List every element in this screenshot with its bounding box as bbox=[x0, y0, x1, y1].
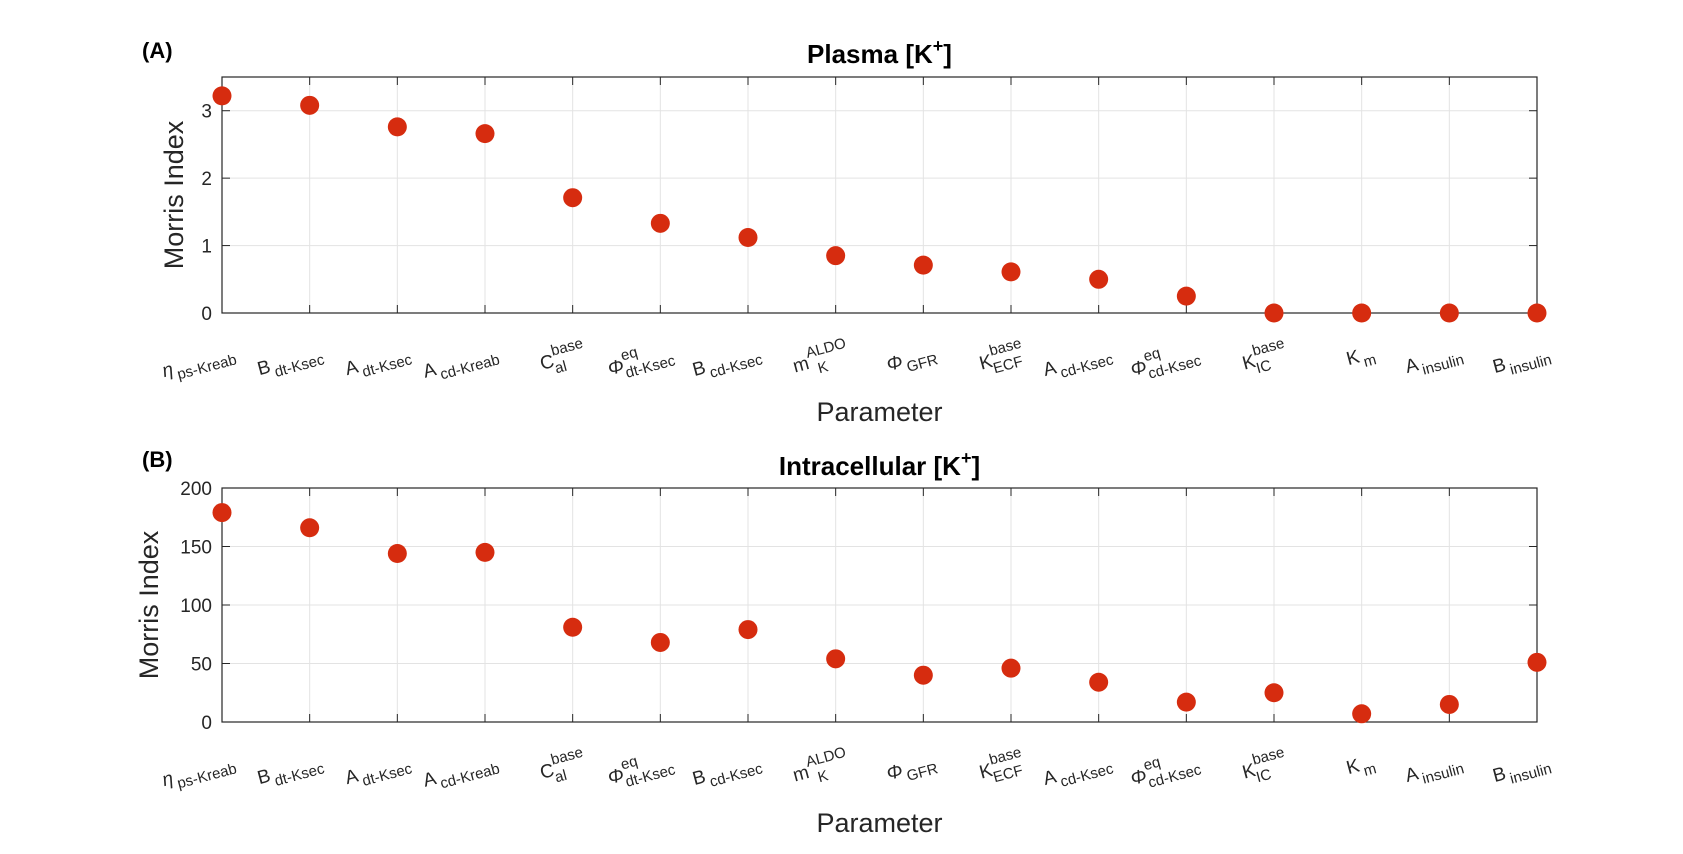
data-point bbox=[212, 503, 232, 523]
x-tick-label: Binsulin bbox=[1491, 343, 1554, 383]
chart-panel-a: 0 1 2 3 ηps-Kreab Bdt-Ksec Adt-Ksec Acd-Kreab Cb… bbox=[142, 36, 1554, 427]
y-tick-label: 200 bbox=[180, 479, 212, 500]
x-tick-label: Acd-Kreab bbox=[421, 752, 502, 797]
data-point bbox=[1264, 303, 1284, 323]
y-tick-label: 150 bbox=[180, 538, 212, 559]
data-point bbox=[1089, 269, 1109, 289]
x-tick-label: Bdt-Ksec bbox=[255, 342, 326, 384]
chart-title: Intracellular [K+] bbox=[779, 448, 980, 481]
x-tick-label: mALDOK bbox=[789, 335, 853, 383]
x-tick-label: KbaseECF bbox=[975, 744, 1028, 790]
data-point bbox=[563, 188, 583, 208]
x-tick-label: Φeqcd-Ksec bbox=[1126, 335, 1203, 387]
x-axis-label: Parameter bbox=[816, 397, 942, 427]
data-point bbox=[913, 665, 933, 685]
x-tick-label: Acd-Ksec bbox=[1041, 751, 1116, 794]
axes-box bbox=[221, 76, 1538, 314]
x-tick-label: KbaseIC bbox=[1238, 744, 1291, 790]
data-point bbox=[1176, 286, 1196, 306]
x-tick-label: Bcd-Ksec bbox=[690, 751, 765, 794]
x-tick-label: Km bbox=[1344, 752, 1378, 784]
x-tick-label: Adt-Ksec bbox=[343, 751, 414, 793]
data-point bbox=[212, 86, 232, 106]
data-point bbox=[1527, 652, 1547, 672]
data-point bbox=[387, 544, 407, 564]
data-point bbox=[650, 632, 670, 652]
data-point bbox=[563, 617, 583, 637]
panel-label: (B) bbox=[142, 447, 173, 472]
plot-area bbox=[222, 77, 1537, 313]
chart-title: Plasma [K+] bbox=[807, 36, 952, 69]
data-point bbox=[1264, 683, 1284, 703]
data-point bbox=[1352, 704, 1372, 724]
data-point bbox=[650, 213, 670, 233]
x-tick-label: ηps-Kreab bbox=[160, 343, 239, 387]
data-point bbox=[1439, 694, 1459, 714]
x-tick-label: ηps-Kreab bbox=[160, 752, 239, 796]
data-point bbox=[300, 95, 320, 115]
data-point bbox=[1176, 692, 1196, 712]
panel-label: (A) bbox=[142, 38, 173, 63]
x-tick-label: Acd-Ksec bbox=[1041, 342, 1116, 385]
x-tick-label: Bcd-Ksec bbox=[690, 342, 765, 385]
y-tick-label: 100 bbox=[180, 596, 212, 617]
y-tick-label: 0 bbox=[201, 304, 212, 325]
x-tick-label: Cbaseal bbox=[536, 335, 590, 381]
data-point bbox=[826, 649, 846, 669]
x-tick-label: Φeqdt-Ksec bbox=[604, 335, 678, 386]
y-tick-label: 3 bbox=[201, 102, 212, 123]
data-point bbox=[1001, 658, 1021, 678]
y-tick-label: 0 bbox=[201, 713, 212, 734]
x-tick-label: Ainsulin bbox=[1403, 343, 1466, 383]
x-axis-label: Parameter bbox=[816, 808, 942, 838]
data-point bbox=[826, 246, 846, 266]
data-point bbox=[300, 518, 320, 538]
data-point bbox=[387, 117, 407, 137]
x-tick-label: KbaseIC bbox=[1238, 335, 1291, 381]
x-tick-label: Cbaseal bbox=[536, 744, 590, 790]
x-tick-label: Φeqdt-Ksec bbox=[604, 744, 678, 795]
data-point bbox=[475, 542, 495, 562]
x-tick-label: Ainsulin bbox=[1403, 752, 1466, 792]
x-tick-label: Km bbox=[1344, 343, 1378, 375]
y-tick-label: 50 bbox=[191, 655, 212, 676]
y-axis-label: Morris Index bbox=[159, 120, 189, 269]
x-tick-label: Acd-Kreab bbox=[421, 343, 502, 388]
data-point bbox=[475, 124, 495, 144]
data-point bbox=[913, 255, 933, 275]
x-tick-label: ΦGFR bbox=[884, 343, 940, 381]
x-tick-label: mALDOK bbox=[789, 744, 853, 792]
data-point bbox=[738, 227, 758, 247]
x-tick-label: Φeqcd-Ksec bbox=[1126, 744, 1203, 796]
y-tick-label: 1 bbox=[201, 237, 212, 258]
data-point bbox=[738, 620, 758, 640]
data-point bbox=[1352, 303, 1372, 323]
x-tick-label: Binsulin bbox=[1491, 752, 1554, 792]
x-tick-label: ΦGFR bbox=[884, 752, 940, 790]
x-tick-label: Adt-Ksec bbox=[343, 342, 414, 384]
data-point bbox=[1527, 303, 1547, 323]
x-tick-label: KbaseECF bbox=[975, 335, 1028, 381]
x-tick-label: Bdt-Ksec bbox=[255, 751, 326, 793]
y-axis-label: Morris Index bbox=[134, 530, 164, 679]
data-point bbox=[1089, 672, 1109, 692]
y-tick-label: 2 bbox=[201, 169, 212, 190]
data-point bbox=[1439, 303, 1459, 323]
data-point bbox=[1001, 262, 1021, 282]
